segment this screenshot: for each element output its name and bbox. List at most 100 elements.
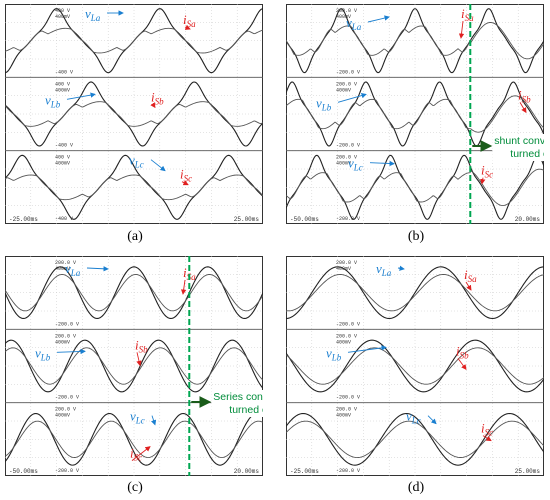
voltage-scale-readout: 400 V	[55, 81, 70, 87]
voltage-scale-readout: 200.0 V	[336, 260, 357, 266]
event-annotation-line1: shunt converter	[494, 135, 544, 147]
current-scale-readout: 400mV	[55, 266, 70, 272]
voltage-scale-readout-neg: -200.0 V	[336, 216, 360, 222]
arrow-iSc	[181, 180, 189, 186]
voltage-scale-readout: 200.0 V	[336, 81, 357, 87]
arrow-iSb	[457, 358, 467, 371]
current-scale-readout: 400mV	[55, 161, 70, 167]
voltage-scale-readout: 200.0 V	[55, 333, 76, 339]
voltage-scale-readout-neg: -200.0 V	[55, 395, 79, 401]
event-annotation-line2: turned on	[510, 148, 544, 160]
current-trace-iSb	[285, 347, 545, 385]
arrow-vLb	[337, 92, 367, 103]
arrow-vLc	[151, 415, 157, 426]
current-trace-iSc	[285, 420, 545, 458]
current-trace-iSc	[285, 168, 545, 206]
voltage-trace-vLb	[4, 339, 264, 393]
caption-d: (d)	[407, 480, 425, 495]
voltage-trace-vLc	[285, 412, 545, 466]
arrow-vLa	[367, 15, 390, 23]
current-scale-readout: 400mV	[336, 413, 351, 419]
current-trace-iSb	[4, 101, 264, 127]
arrow-vLb	[66, 92, 96, 100]
arrow-iSa	[458, 20, 465, 39]
current-scale-readout: 400mV	[336, 14, 351, 20]
voltage-scale-readout-neg: -200.0 V	[336, 321, 360, 327]
arrow-iSc	[131, 446, 151, 462]
arrow-iSa	[180, 279, 187, 295]
voltage-scale-readout-neg: -200.0 V	[336, 69, 360, 75]
voltage-trace-vLc	[4, 412, 264, 466]
current-scale-readout: 400mV	[336, 161, 351, 167]
current-trace-iSb	[4, 347, 264, 385]
time-axis-start: -25.00ms	[9, 216, 38, 223]
voltage-scale-readout: 200.0 V	[55, 260, 76, 266]
time-axis-end: 25.00ms	[234, 216, 260, 223]
current-trace-iSa	[4, 27, 264, 54]
voltage-scale-readout: 200.0 V	[336, 333, 357, 339]
voltage-scale-readout: 200.0 V	[336, 155, 357, 161]
voltage-trace-vLa	[285, 266, 545, 320]
voltage-scale-readout: 200.0 V	[336, 407, 357, 413]
caption-c: (c)	[127, 480, 143, 495]
voltage-trace-vLb	[285, 81, 545, 147]
current-scale-readout: 400mV	[55, 87, 70, 93]
voltage-scale-readout-neg: -200.0 V	[336, 468, 360, 474]
voltage-trace-vLc	[285, 154, 545, 220]
arrow-iSc	[482, 435, 492, 442]
arrow-vLc	[369, 160, 395, 167]
voltage-scale-readout-neg: -200.0 V	[336, 143, 360, 149]
current-trace-iSc	[4, 174, 264, 201]
voltage-scale-readout-neg: -200.0 V	[336, 395, 360, 401]
arrow-vLa	[397, 265, 405, 271]
event-annotation-line1: Series converter	[213, 391, 263, 403]
arrow-iSb	[150, 102, 156, 109]
arrow-iSa	[184, 24, 191, 30]
current-trace-iSb	[285, 95, 545, 133]
time-axis-start: -25.00ms	[290, 468, 319, 475]
voltage-scale-readout-neg: -200.0 V	[55, 321, 79, 327]
voltage-scale-readout-neg: -400 V	[55, 143, 73, 149]
arrow-vLb	[347, 345, 387, 353]
arrow-vLc	[150, 159, 166, 172]
event-annotation-line2: turned on	[229, 404, 263, 416]
arrow-vLa	[86, 266, 109, 272]
voltage-scale-readout: 200.0 V	[336, 8, 357, 14]
current-scale-readout: 400mV	[336, 87, 351, 93]
caption-b: (b)	[407, 229, 425, 244]
voltage-scale-readout: 200.0 V	[55, 407, 76, 413]
current-trace-iSc	[4, 420, 264, 458]
voltage-scale-readout: 400 V	[55, 155, 70, 161]
current-scale-readout: 400mV	[55, 14, 70, 20]
caption-a: (a)	[127, 229, 143, 244]
voltage-scale-readout-neg: -400 V	[55, 216, 73, 222]
current-trace-iSa	[285, 22, 545, 60]
event-annotation-bg	[492, 134, 550, 161]
current-scale-readout: 400mV	[55, 339, 70, 345]
time-axis-end: 20.00ms	[234, 468, 260, 475]
voltage-scale-readout-neg: -400 V	[55, 69, 73, 75]
arrow-iSb	[136, 352, 142, 367]
current-scale-readout: 400mV	[336, 266, 351, 272]
time-axis-end: 20.00ms	[515, 216, 541, 223]
voltage-trace-vLa	[4, 266, 264, 320]
arrow-vLb	[56, 348, 86, 355]
arrow-vLc	[427, 415, 437, 425]
time-axis-start: -50.00ms	[290, 216, 319, 223]
current-scale-readout: 400mV	[336, 339, 351, 345]
arrow-iSb	[519, 102, 527, 114]
current-scale-readout: 400mV	[55, 413, 70, 419]
time-axis-end: 25.00ms	[515, 468, 541, 475]
current-trace-iSa	[4, 274, 264, 312]
arrow-iSa	[465, 281, 472, 291]
current-trace-iSa	[285, 274, 545, 312]
voltage-scale-readout: 400 V	[55, 8, 70, 14]
